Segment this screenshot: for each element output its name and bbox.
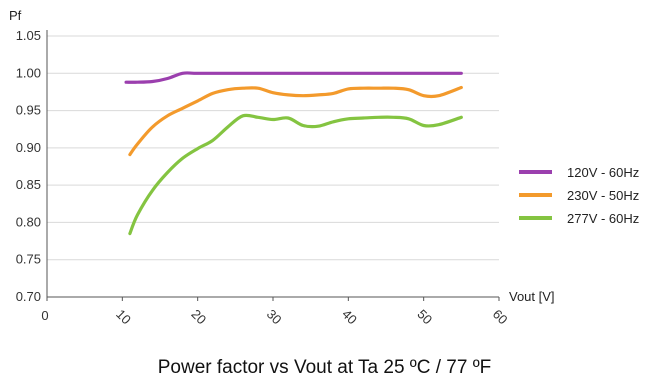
y-tick-label: 0.90 xyxy=(16,140,41,155)
gridlines xyxy=(47,35,499,261)
legend-label-1: 230V - 50Hz xyxy=(567,188,639,203)
y-axis-label: Pf xyxy=(9,8,22,23)
series-line-2 xyxy=(128,113,463,236)
legend-label-2: 277V - 60Hz xyxy=(567,211,639,226)
y-tick-label: 1.00 xyxy=(16,65,41,80)
y-tick-labels: 0.70 0.75 0.80 0.85 0.90 0.95 1.00 1.05 xyxy=(16,28,41,304)
x-tick-label: 0 xyxy=(41,308,48,323)
series-line-1 xyxy=(128,85,463,157)
x-tick-label: 60 xyxy=(490,306,511,327)
x-tick-label: 10 xyxy=(113,306,134,327)
x-axis-label: Vout [V] xyxy=(509,289,555,304)
x-tick-label: 20 xyxy=(188,306,209,327)
chart-title: Power factor vs Vout at Ta 25 ºC / 77 ºF xyxy=(157,357,492,378)
y-tick-label: 0.80 xyxy=(16,214,41,229)
x-tick-label: 30 xyxy=(264,306,285,327)
x-tick-labels: 0 10 20 30 40 50 60 xyxy=(41,297,511,327)
y-tick-label: 0.70 xyxy=(16,289,41,304)
y-tick-label: 0.75 xyxy=(16,252,41,267)
power-factor-chart: 0.70 0.75 0.80 0.85 0.90 0.95 1.00 1.05 0 10 20 30… xyxy=(9,8,639,327)
y-tick-label: 0.95 xyxy=(16,103,41,118)
axes xyxy=(46,30,499,298)
x-tick-label: 50 xyxy=(414,306,435,327)
y-tick-label: 1.05 xyxy=(16,28,41,43)
series-lines xyxy=(124,71,463,236)
series-line-0 xyxy=(124,71,463,84)
legend-label-0: 120V - 60Hz xyxy=(567,165,639,180)
x-tick-label: 40 xyxy=(339,306,360,327)
legend: 120V - 60Hz 230V - 50Hz 277V - 60Hz xyxy=(519,165,639,226)
y-tick-label: 0.85 xyxy=(16,177,41,192)
